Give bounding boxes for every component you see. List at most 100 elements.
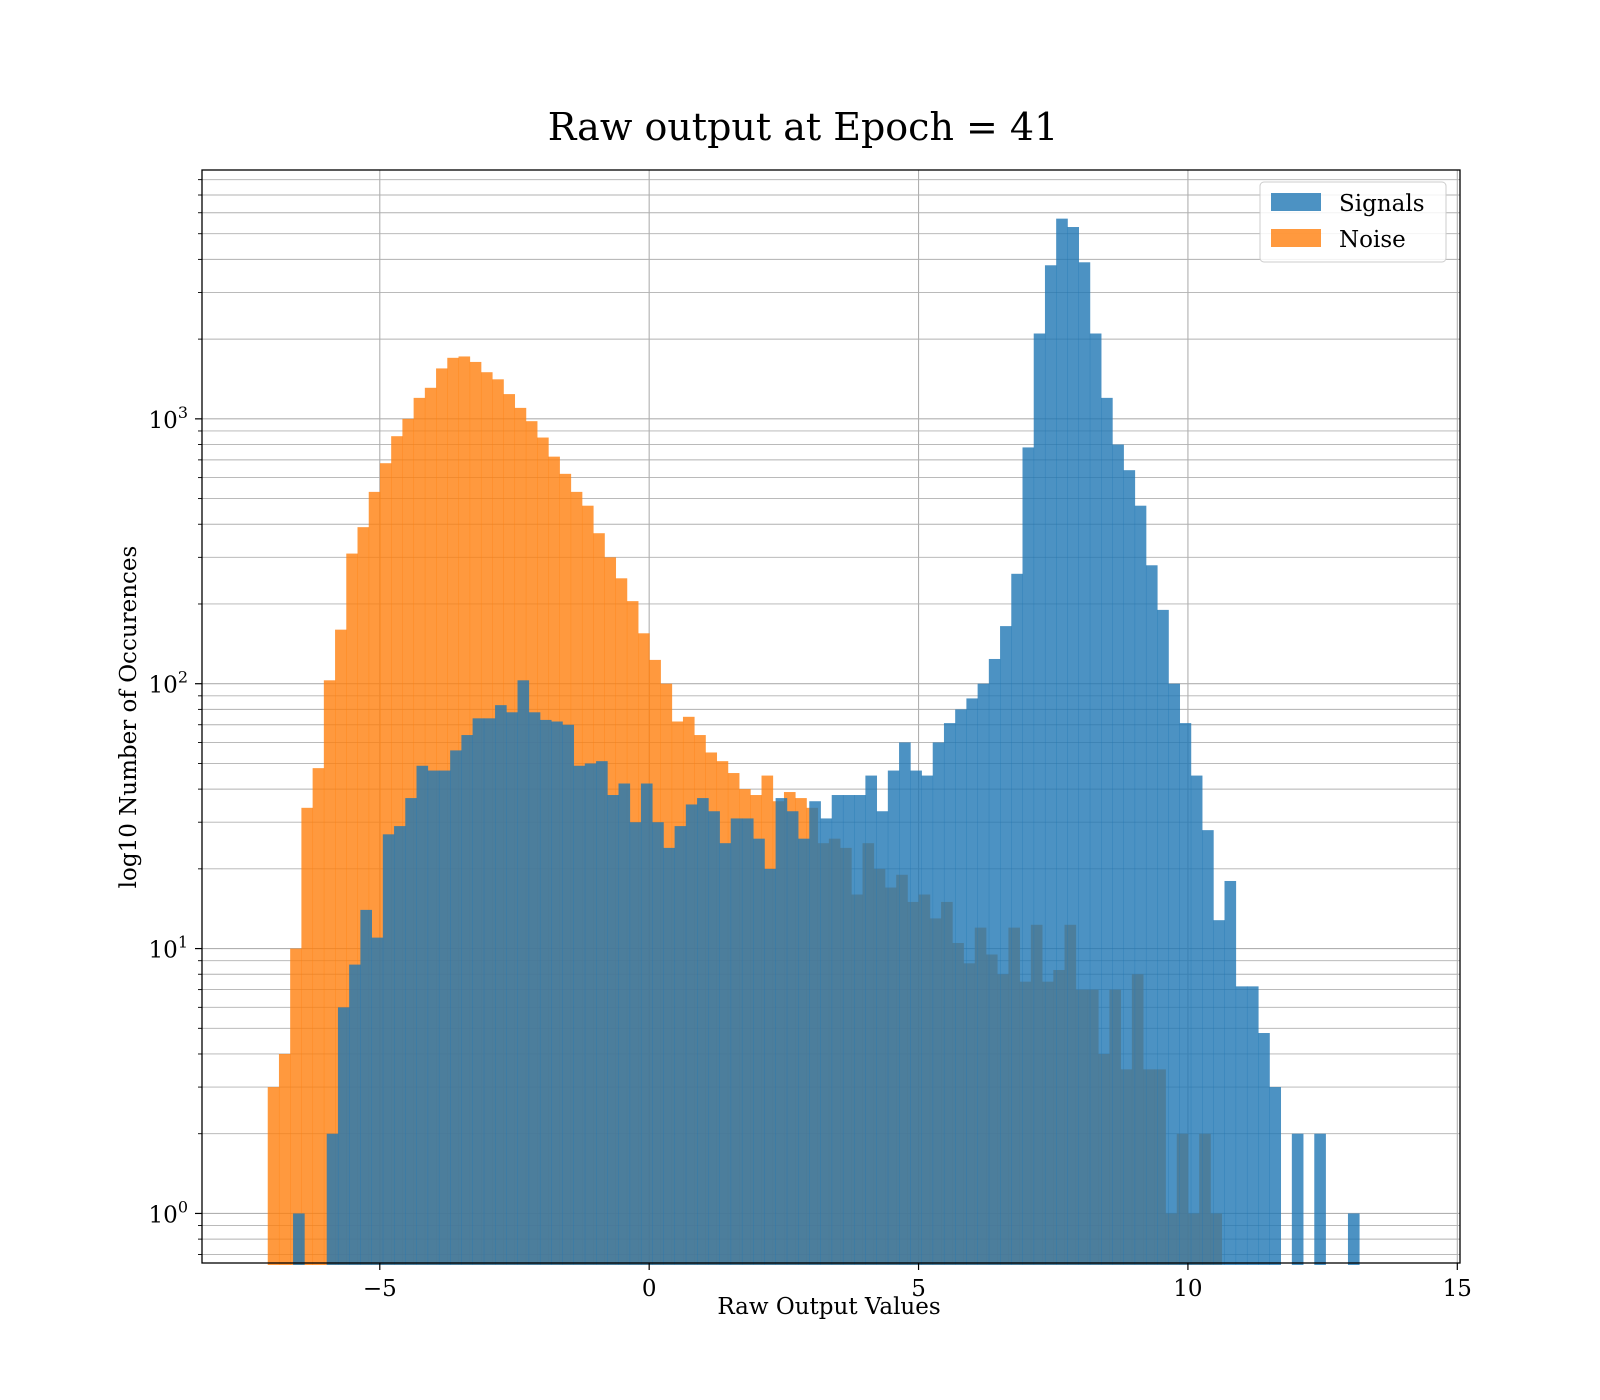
bar-signals: [506, 712, 518, 1265]
bar-signals: [674, 826, 687, 1265]
bar-signals: [1224, 880, 1237, 1265]
bar-signals: [1044, 265, 1057, 1265]
bar-signals: [955, 709, 967, 1265]
bar-signals: [416, 765, 429, 1265]
bar-signals: [988, 658, 1001, 1265]
bar-signals: [1112, 444, 1124, 1265]
bar-signals: [775, 798, 788, 1265]
bar-signals: [528, 712, 541, 1265]
bar-signals: [831, 795, 844, 1265]
bar-signals: [876, 811, 889, 1265]
bar-signals: [461, 735, 474, 1265]
bar-signals: [865, 775, 878, 1265]
bar-signals: [1011, 573, 1023, 1265]
bar-signals: [405, 798, 417, 1265]
bar-signals: [730, 818, 743, 1265]
legend: Signals Noise: [1259, 181, 1447, 263]
bar-signals: [450, 750, 462, 1265]
bar-signals: [382, 834, 395, 1265]
bar-signals: [1246, 986, 1259, 1265]
y-tick-label: 101: [149, 933, 188, 964]
bar-signals: [764, 868, 777, 1265]
bar-signals: [652, 822, 664, 1265]
bar-signals: [1101, 397, 1113, 1265]
bar-signals: [708, 811, 720, 1265]
bar-signals: [719, 843, 732, 1265]
bar-signals: [293, 1213, 305, 1265]
bar-signals: [1213, 920, 1225, 1265]
bar-signals: [887, 770, 900, 1265]
x-tick-label: 5: [911, 1276, 926, 1302]
bar-signals: [921, 775, 934, 1265]
bar-signals: [932, 742, 945, 1265]
bar-signals: [1134, 505, 1147, 1265]
bar-signals: [809, 801, 821, 1265]
bar-signals: [1258, 1033, 1270, 1265]
x-tick-label: 0: [642, 1276, 657, 1302]
chart-title: Raw output at Epoch = 41: [548, 105, 1059, 149]
bar-signals: [1067, 227, 1080, 1265]
bar-signals: [483, 718, 496, 1265]
bar-signals: [1078, 262, 1091, 1265]
bar-signals: [1056, 218, 1068, 1265]
legend-swatch-signals: [1271, 193, 1321, 211]
bar-noise: [312, 768, 325, 1265]
bar-signals: [943, 723, 956, 1265]
bar-signals: [842, 795, 855, 1265]
bar-signals: [1291, 1133, 1304, 1265]
bar-signals: [1235, 986, 1248, 1265]
bar-signals: [371, 937, 384, 1265]
bar-signals: [899, 742, 911, 1265]
bar-signals: [517, 680, 530, 1265]
bar-noise: [278, 1053, 291, 1265]
bar-signals: [1157, 609, 1169, 1265]
bar-signals: [1145, 565, 1158, 1265]
plot-frame: [201, 169, 1461, 1264]
bar-signals: [1022, 447, 1035, 1265]
bar-signals: [798, 838, 810, 1265]
bar-signals: [584, 763, 597, 1265]
bar-signals: [753, 838, 765, 1265]
y-tick-label: 102: [149, 668, 188, 699]
bar-signals: [495, 705, 507, 1265]
bar-signals: [820, 818, 833, 1265]
bar-signals: [685, 804, 698, 1265]
bar-signals: [786, 811, 799, 1265]
bar-signals: [1202, 830, 1214, 1265]
ticks: −5 0 5 10 15 100 101 102 103: [149, 179, 1472, 1302]
bar-signals: [1033, 333, 1046, 1265]
bar-signals: [663, 847, 676, 1265]
bar-signals: [326, 1133, 339, 1265]
bar-signals: [741, 818, 754, 1265]
bar-noise: [346, 553, 358, 1265]
legend-label-signals: Signals: [1339, 191, 1425, 217]
y-tick-label: 100: [149, 1197, 188, 1228]
x-tick-label: 15: [1443, 1276, 1472, 1302]
bar-signals: [1168, 683, 1181, 1265]
bar-signals: [640, 783, 653, 1265]
bar-signals: [910, 770, 922, 1265]
x-tick-label: 10: [1173, 1276, 1202, 1302]
bar-signals: [539, 719, 552, 1265]
legend-swatch-noise: [1271, 229, 1321, 247]
bar-noise: [357, 527, 370, 1265]
bar-noise: [301, 807, 314, 1265]
bar-signals: [629, 822, 642, 1265]
bar-signals: [337, 1007, 350, 1265]
bar-signals: [966, 698, 979, 1265]
bar-signals: [596, 761, 608, 1265]
bar-signals: [607, 795, 619, 1265]
y-axis-label: log10 Number of Occurences: [116, 546, 142, 889]
bar-signals: [977, 683, 990, 1265]
bar-signals: [472, 718, 485, 1265]
bars: [267, 218, 1360, 1266]
bar-signals: [697, 798, 709, 1265]
bar-signals: [551, 721, 563, 1265]
bar-signals: [394, 826, 406, 1265]
bar-signals: [618, 783, 631, 1265]
bar-noise: [290, 948, 302, 1265]
bar-signals: [427, 770, 440, 1265]
bar-signals: [1179, 723, 1192, 1265]
bar-signals: [1000, 626, 1012, 1265]
